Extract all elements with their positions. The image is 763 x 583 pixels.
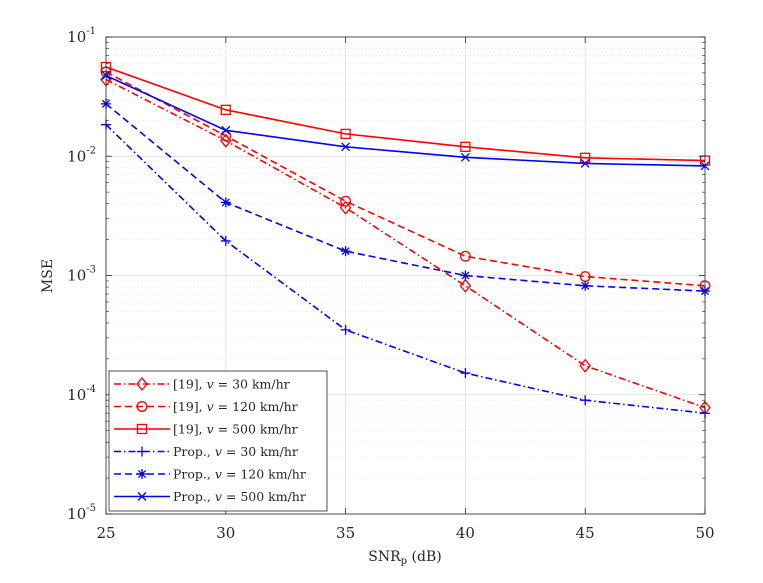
series-line <box>105 124 706 415</box>
data-point-marker <box>460 270 471 281</box>
series-line <box>105 74 706 167</box>
x-tick-label: 35 <box>336 524 355 542</box>
x-tick-labels: 25 30 35 40 45 50 <box>96 524 714 542</box>
y-tick-label: 10-4 <box>67 384 96 404</box>
data-point-marker <box>580 395 591 406</box>
y-tick-label: 10-5 <box>67 503 96 523</box>
y-tick-labels: 10-1 10-2 10-3 10-4 10-5 <box>67 26 96 523</box>
legend-entry-3: [19], v = 500 km/hr <box>114 422 298 437</box>
data-point-marker <box>340 324 351 335</box>
legend-label: [19], v = 30 km/hr <box>173 377 290 392</box>
legend-entry-1: [19], v = 30 km/hr <box>114 377 290 392</box>
data-point-marker <box>459 278 472 293</box>
legend-entry-5: Prop., v = 120 km/hr <box>114 467 306 482</box>
legend-marker <box>137 469 147 479</box>
legend-label: Prop., v = 30 km/hr <box>173 444 298 459</box>
data-point-marker <box>340 128 351 140</box>
data-point-marker <box>580 152 591 163</box>
y-tick-label: 10-1 <box>67 26 96 46</box>
data-point-marker <box>220 235 231 246</box>
y-tick-label: 10-2 <box>67 145 96 165</box>
data-point-marker <box>340 246 351 257</box>
legend-label: [19], v = 120 km/hr <box>173 399 298 414</box>
data-point-marker <box>221 125 231 135</box>
x-tick-label: 50 <box>695 524 714 542</box>
y-tick-label: 10-3 <box>67 265 96 285</box>
legend-label: Prop., v = 500 km/hr <box>173 489 306 504</box>
data-point-marker <box>220 104 231 115</box>
legend-marker <box>137 492 147 501</box>
data-point-marker <box>339 200 352 215</box>
x-tick-label: 30 <box>216 524 235 542</box>
legend-box <box>108 370 328 512</box>
legend-entry-4: Prop., v = 30 km/hr <box>114 444 298 459</box>
legend: [19], v = 30 km/hr [19], v = 120 km/hr [19… <box>108 370 328 512</box>
x-axis-label: SNRp (dB) <box>368 549 441 567</box>
legend-marker <box>136 401 148 412</box>
data-point-marker <box>579 358 592 373</box>
y-axis-label: MSE <box>40 259 56 293</box>
legend-label: Prop., v = 120 km/hr <box>173 467 306 482</box>
axis-ticks <box>105 36 706 515</box>
data-point-marker <box>580 159 590 168</box>
x-tick-label: 25 <box>96 524 115 542</box>
legend-marker <box>136 423 148 435</box>
data-point-marker <box>580 280 591 291</box>
legend-entry-2: [19], v = 120 km/hr <box>114 399 298 414</box>
legend-label: [19], v = 500 km/hr <box>173 422 298 437</box>
legend-entries: [19], v = 30 km/hr [19], v = 120 km/hr [19… <box>114 377 306 504</box>
x-tick-label: 40 <box>456 524 475 542</box>
series-line <box>105 66 706 162</box>
series-line <box>105 103 706 292</box>
data-point-marker <box>460 141 471 152</box>
x-axis-label-main: SNR <box>368 549 401 565</box>
legend-marker <box>136 376 148 392</box>
x-axis-label-suffix: (dB) <box>407 549 442 565</box>
x-axis-label-subscript: p <box>401 556 407 567</box>
legend-entry-6: Prop., v = 500 km/hr <box>114 489 306 504</box>
series-line <box>105 71 706 287</box>
series-line <box>105 78 706 409</box>
data-point-marker <box>460 368 471 379</box>
legend-marker <box>137 446 147 457</box>
data-point-marker <box>459 250 471 262</box>
x-tick-label: 45 <box>576 524 595 542</box>
data-point-marker <box>220 197 231 208</box>
data-point-marker <box>341 142 351 152</box>
data-point-marker <box>460 152 470 162</box>
data-point-marker <box>340 195 352 207</box>
